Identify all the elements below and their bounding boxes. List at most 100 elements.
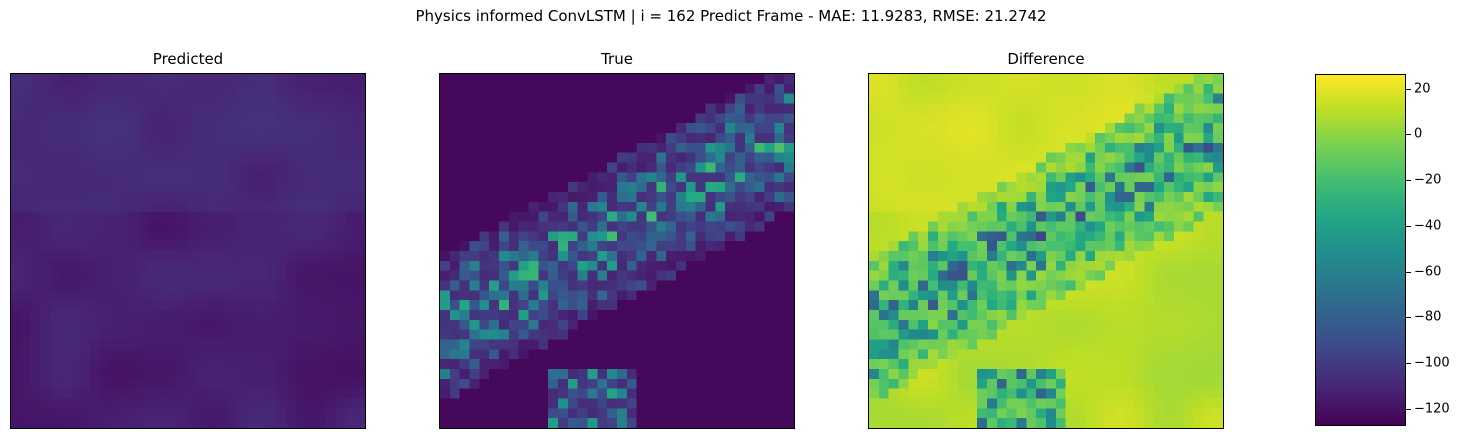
heatmap-cell bbox=[937, 241, 948, 252]
heatmap-cell bbox=[869, 369, 880, 380]
heatmap-cell bbox=[40, 418, 51, 428]
heatmap-cell bbox=[705, 349, 716, 360]
heatmap-cell bbox=[898, 378, 909, 389]
heatmap-cell bbox=[237, 152, 248, 163]
heatmap-cell bbox=[1065, 182, 1076, 193]
heatmap-cell bbox=[237, 339, 248, 350]
colorbar-segment bbox=[1316, 415, 1405, 418]
heatmap-cell bbox=[518, 339, 529, 350]
heatmap-cell bbox=[1124, 231, 1135, 242]
heatmap-cell bbox=[266, 349, 277, 360]
heatmap-cell bbox=[207, 310, 218, 321]
heatmap-cell bbox=[217, 83, 228, 94]
heatmap-cell bbox=[1164, 339, 1175, 350]
heatmap-cell bbox=[276, 123, 287, 134]
heatmap-cell bbox=[489, 142, 500, 153]
heatmap-cell bbox=[784, 300, 794, 311]
heatmap-cell bbox=[937, 349, 948, 360]
heatmap-cell bbox=[646, 349, 657, 360]
heatmap-cell bbox=[646, 162, 657, 173]
heatmap-cell bbox=[256, 162, 267, 173]
heatmap-cell bbox=[178, 388, 189, 399]
heatmap-cell bbox=[158, 398, 169, 409]
heatmap-cell bbox=[715, 192, 726, 203]
heatmap-cell bbox=[1114, 133, 1125, 144]
heatmap-cell bbox=[207, 339, 218, 350]
heatmap-cell bbox=[1134, 339, 1145, 350]
heatmap-cell bbox=[1065, 192, 1076, 203]
heatmap-cell bbox=[119, 182, 130, 193]
heatmap-cell bbox=[607, 378, 618, 389]
heatmap-cell bbox=[1046, 290, 1057, 301]
heatmap-cell bbox=[626, 418, 637, 428]
heatmap-cell bbox=[345, 260, 356, 271]
heatmap-cell bbox=[888, 74, 899, 85]
colorbar-segment bbox=[1316, 99, 1405, 102]
heatmap-cell bbox=[70, 251, 81, 262]
heatmap-cell bbox=[626, 388, 637, 399]
heatmap-cell bbox=[764, 359, 775, 370]
heatmap-cell bbox=[20, 310, 31, 321]
heatmap-cell bbox=[40, 123, 51, 134]
heatmap-cell bbox=[1016, 339, 1027, 350]
heatmap-cell bbox=[947, 123, 958, 134]
heatmap-cell bbox=[1144, 329, 1155, 340]
heatmap-cell bbox=[109, 260, 120, 271]
heatmap-cell bbox=[567, 408, 578, 419]
heatmap-cell bbox=[158, 133, 169, 144]
heatmap-cell bbox=[50, 260, 61, 271]
heatmap-cell bbox=[459, 300, 470, 311]
heatmap-cell bbox=[918, 408, 929, 419]
heatmap-cell bbox=[636, 359, 647, 370]
heatmap-cell bbox=[355, 113, 365, 124]
heatmap-cell bbox=[725, 201, 736, 212]
heatmap-cell bbox=[577, 113, 588, 124]
heatmap-cell bbox=[1154, 290, 1165, 301]
panel-title-difference: Difference bbox=[1007, 50, 1085, 68]
heatmap-cell bbox=[908, 182, 919, 193]
colorbar-segment bbox=[1316, 267, 1405, 270]
heatmap-cell bbox=[626, 408, 637, 419]
heatmap-cell bbox=[158, 142, 169, 153]
heatmap-cell bbox=[197, 369, 208, 380]
heatmap-cell bbox=[99, 93, 110, 104]
heatmap-cell bbox=[918, 201, 929, 212]
heatmap-cell bbox=[987, 408, 998, 419]
heatmap-cell bbox=[508, 329, 519, 340]
heatmap-cell bbox=[1075, 388, 1086, 399]
heatmap-cell bbox=[928, 142, 939, 153]
heatmap-cell bbox=[479, 142, 490, 153]
heatmap-cell bbox=[646, 339, 657, 350]
heatmap-cell bbox=[325, 408, 336, 419]
heatmap-cell bbox=[1134, 93, 1145, 104]
colorbar bbox=[1315, 74, 1406, 426]
heatmap-cell bbox=[774, 290, 785, 301]
heatmap-cell bbox=[626, 201, 637, 212]
heatmap-cell bbox=[188, 300, 199, 311]
heatmap-cell bbox=[266, 260, 277, 271]
heatmap-cell bbox=[937, 260, 948, 271]
heatmap-cell bbox=[754, 211, 765, 222]
heatmap-cell bbox=[306, 182, 317, 193]
heatmap-cell bbox=[1046, 201, 1057, 212]
heatmap-cell bbox=[1213, 300, 1223, 311]
colorbar-segment bbox=[1316, 193, 1405, 196]
heatmap-cell bbox=[626, 93, 637, 104]
heatmap-cell bbox=[1036, 378, 1047, 389]
heatmap-cell bbox=[1114, 142, 1125, 153]
heatmap-cell bbox=[996, 162, 1007, 173]
heatmap-cell bbox=[247, 133, 258, 144]
heatmap-cell bbox=[1065, 123, 1076, 134]
heatmap-cell bbox=[656, 339, 667, 350]
heatmap-cell bbox=[60, 133, 71, 144]
heatmap-cell bbox=[207, 113, 218, 124]
heatmap-cell bbox=[499, 310, 510, 321]
heatmap-cell bbox=[1193, 398, 1204, 409]
heatmap-cell bbox=[587, 123, 598, 134]
heatmap-cell bbox=[1183, 123, 1194, 134]
heatmap-cell bbox=[685, 349, 696, 360]
heatmap-cell bbox=[489, 113, 500, 124]
heatmap-cell bbox=[138, 103, 149, 114]
heatmap-cell bbox=[577, 172, 588, 183]
heatmap-cell bbox=[459, 270, 470, 281]
